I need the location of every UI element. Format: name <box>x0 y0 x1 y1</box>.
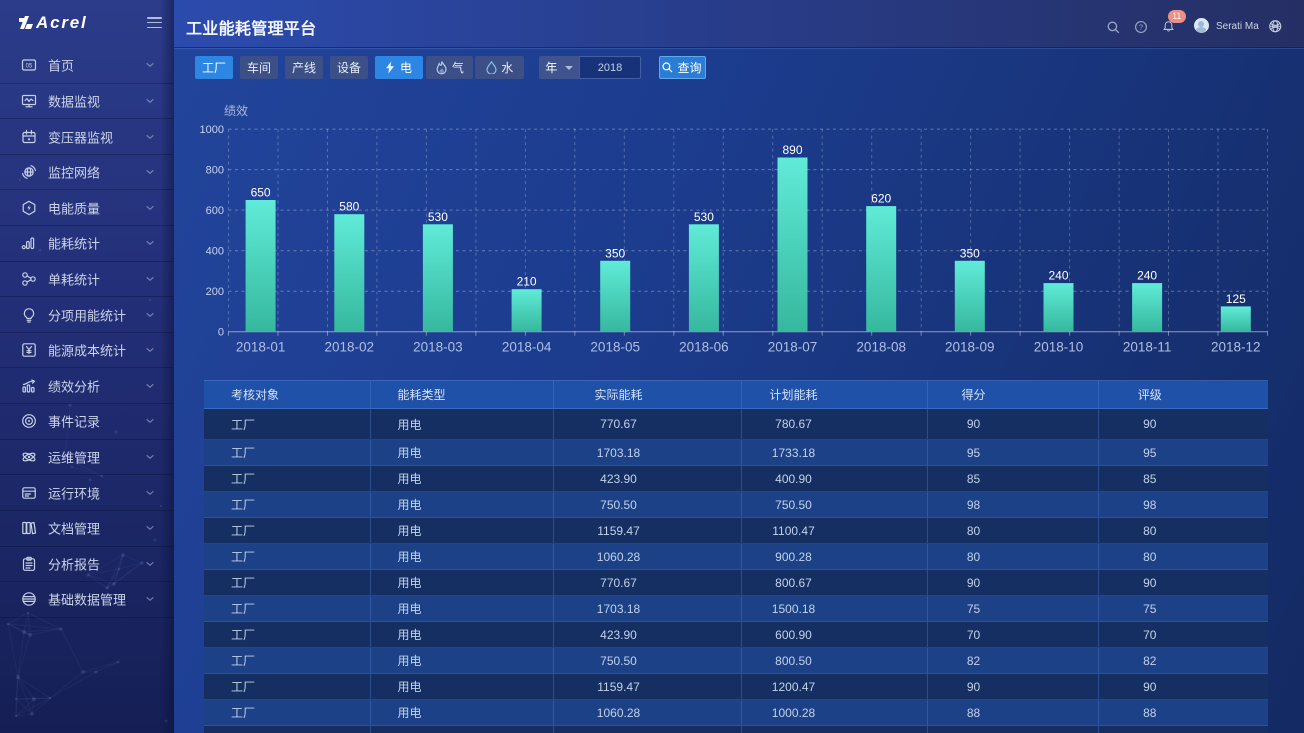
svg-text:2018-11: 2018-11 <box>1123 340 1172 355</box>
svg-text:2018-03: 2018-03 <box>413 340 463 355</box>
svg-text:580: 580 <box>339 200 359 214</box>
svg-text:530: 530 <box>694 210 714 224</box>
svg-text:530: 530 <box>428 210 448 224</box>
svg-text:350: 350 <box>605 246 625 260</box>
svg-text:2018-08: 2018-08 <box>856 340 906 355</box>
svg-text:2018-05: 2018-05 <box>590 340 640 355</box>
svg-text:400: 400 <box>206 246 224 258</box>
svg-text:2018-07: 2018-07 <box>768 340 818 355</box>
svg-text:2018-12: 2018-12 <box>1211 340 1261 355</box>
svg-text:350: 350 <box>960 246 980 260</box>
svg-text:2018-06: 2018-06 <box>679 340 729 355</box>
svg-text:240: 240 <box>1048 269 1068 283</box>
svg-text:2018-01: 2018-01 <box>236 340 286 355</box>
svg-text:1000: 1000 <box>200 124 224 136</box>
svg-text:0: 0 <box>218 327 224 339</box>
svg-text:200: 200 <box>206 286 224 298</box>
svg-text:05: 05 <box>26 64 33 70</box>
svg-text:2018-09: 2018-09 <box>945 340 995 355</box>
svg-text:125: 125 <box>1226 292 1246 306</box>
svg-text:2018-02: 2018-02 <box>325 340 375 355</box>
svg-text:2018-04: 2018-04 <box>502 340 552 355</box>
svg-text:240: 240 <box>1137 269 1157 283</box>
svg-text:600: 600 <box>206 205 224 217</box>
svg-text:?: ? <box>1138 22 1142 31</box>
svg-text:890: 890 <box>782 143 802 157</box>
svg-text:800: 800 <box>206 165 224 177</box>
svg-text:210: 210 <box>517 275 537 289</box>
svg-text:620: 620 <box>871 192 891 206</box>
svg-text:2018-10: 2018-10 <box>1034 340 1084 355</box>
svg-text:650: 650 <box>251 186 271 200</box>
svg-text:绩效: 绩效 <box>224 103 248 118</box>
